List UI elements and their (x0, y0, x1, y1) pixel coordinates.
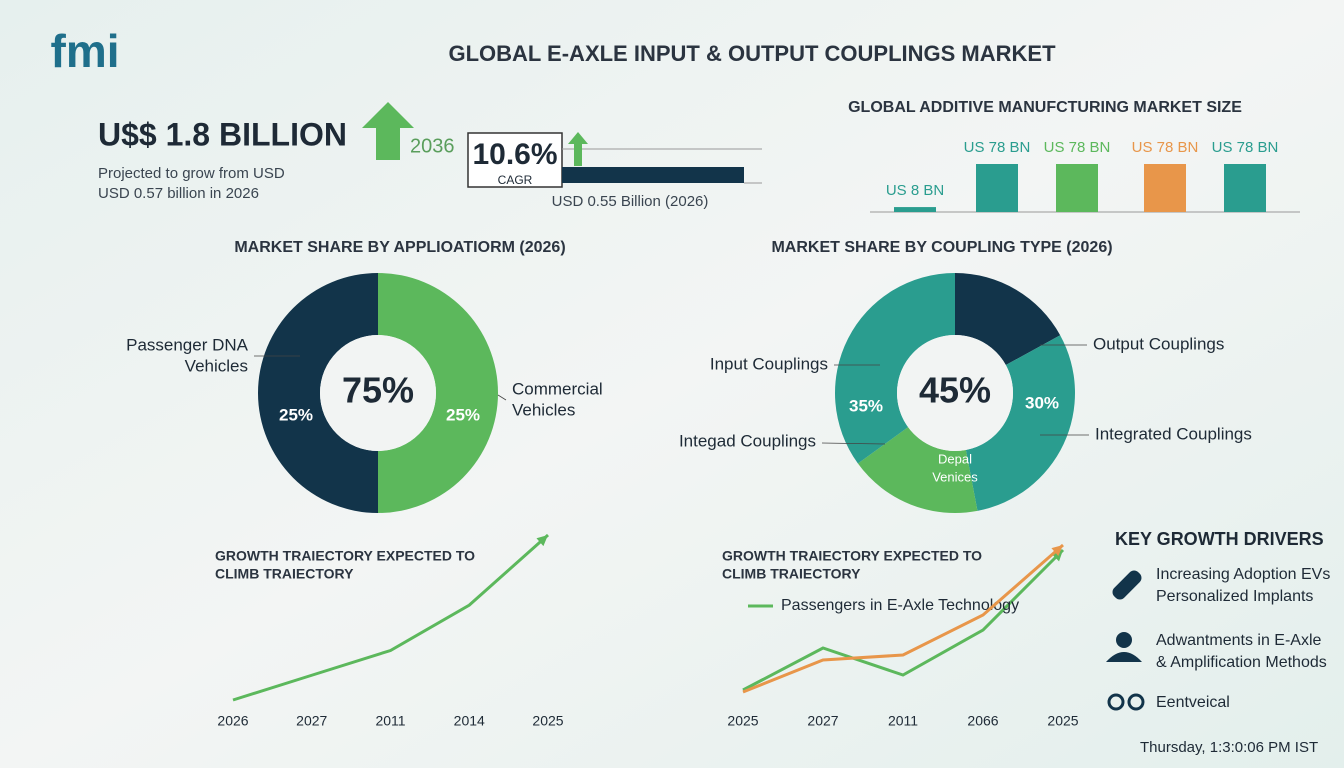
x-tick-label: 2025 (532, 713, 563, 729)
slice-label: Depal (938, 451, 972, 466)
x-tick-label: 2011 (888, 713, 918, 729)
series-line (742, 543, 1064, 694)
slice-label: Commercial (512, 379, 603, 398)
icon (1116, 632, 1132, 648)
logo: fmi (51, 25, 120, 77)
series-line (742, 548, 1065, 692)
bar-value-label: US 78 BN (1132, 139, 1199, 156)
chart-title: GROWTH TRAIECTORY EXPECTED TO (722, 548, 982, 564)
pie-hole (320, 335, 436, 451)
slice-value-label: 25% (279, 405, 313, 424)
legend-label: Passengers in E-Axle Technology (781, 597, 1019, 614)
pie-slice (258, 273, 378, 513)
series-line (232, 533, 549, 702)
slice-label: Input Couplings (710, 354, 828, 373)
icon (1127, 693, 1145, 711)
x-tick-label: 2014 (454, 713, 485, 729)
icon (1107, 693, 1125, 711)
arrow-head (1051, 545, 1063, 557)
slice-label: Venices (932, 469, 978, 484)
driver-item: Increasing Adoption EVs (1156, 566, 1330, 583)
cagr-bar (562, 167, 744, 183)
x-tick-label: 2066 (967, 713, 998, 729)
cagr-value: 10.6% (472, 138, 557, 171)
chart-title: CLIMB TRAIECTORY (215, 566, 354, 582)
icon (1106, 652, 1142, 662)
x-tick-label: 2027 (807, 713, 838, 729)
headline-text: USD 0.57 billion in 2026 (98, 185, 259, 202)
small-arrow (568, 132, 588, 166)
headline-year: 2036 (410, 135, 455, 157)
drivers-title: KEY GROWTH DRIVERS (1115, 529, 1324, 549)
x-tick-label: 2025 (1047, 713, 1078, 729)
slice-value-label: 30% (1025, 393, 1059, 412)
slice-value-label: 25% (446, 405, 480, 424)
icon (1112, 570, 1142, 600)
pie-slice (835, 273, 955, 464)
bar (1144, 164, 1186, 212)
bar (1224, 164, 1266, 212)
x-tick-label: 2011 (375, 713, 405, 729)
cagr-box (467, 132, 563, 188)
leader-line (497, 394, 507, 401)
x-tick-label: 2027 (296, 713, 327, 729)
center-label: 75% (342, 370, 414, 411)
bar (894, 207, 936, 212)
slice-label: Integrated Couplings (1095, 424, 1252, 443)
x-tick-label: 2026 (217, 713, 248, 729)
pie-slice (378, 273, 498, 513)
chart-title: CLIMB TRAIECTORY (722, 566, 861, 582)
chart-title: GROWTH TRAIECTORY EXPECTED TO (215, 548, 475, 564)
driver-item: Adwantments in E-Axle (1156, 632, 1322, 649)
leader-line (821, 442, 886, 445)
bar-value-label: US 8 BN (886, 182, 944, 199)
slice-label: Vehicles (512, 400, 575, 419)
bar-value-label: US 78 BN (1212, 139, 1279, 156)
center-label: 45% (919, 370, 991, 411)
slice-label: Vehicles (185, 356, 248, 375)
bar-value-label: US 78 BN (964, 139, 1031, 156)
main-title: GLOBAL E-AXLE INPUT & OUTPUT COUPLINGS M… (448, 41, 1056, 66)
driver-item: Eentveical (1156, 694, 1230, 711)
bar (1056, 164, 1098, 212)
slice-value-label: 35% (849, 396, 883, 415)
chart-title: MARKET SHARE BY APPLIOATIORM (2026) (234, 239, 565, 256)
slice-label: Passenger DNA (126, 335, 249, 354)
growth-arrow (362, 102, 414, 160)
pie-slice (965, 335, 1076, 511)
driver-item: Personalized Implants (1156, 588, 1313, 605)
arrow-head (536, 535, 548, 547)
pie-hole (897, 335, 1013, 451)
pie-slice (857, 427, 978, 513)
bar-value-label: US 78 BN (1044, 139, 1111, 156)
headline-text: Projected to grow from USD (98, 165, 285, 182)
cagr-label: CAGR (498, 173, 533, 187)
driver-item: & Amplification Methods (1156, 654, 1327, 671)
annotation: Integad Couplings (679, 431, 816, 450)
chart-title: MARKET SHARE BY COUPLING TYPE (2026) (771, 239, 1112, 256)
bar (976, 164, 1018, 212)
chart-title: GLOBAL ADDITIVE MANUFCTURING MARKET SIZE (848, 99, 1242, 116)
timestamp: Thursday, 1:3:0:06 PM IST (1140, 739, 1318, 756)
base-value: USD 0.55 Billion (2026) (552, 193, 709, 210)
driver-icons (1106, 570, 1145, 711)
pie-slice (955, 273, 1061, 366)
arrow-head (1051, 550, 1063, 562)
x-tick-label: 2025 (727, 713, 758, 729)
slice-label: Output Couplings (1093, 334, 1224, 353)
headline-value: U$$ 1.8 BILLION (98, 116, 347, 152)
